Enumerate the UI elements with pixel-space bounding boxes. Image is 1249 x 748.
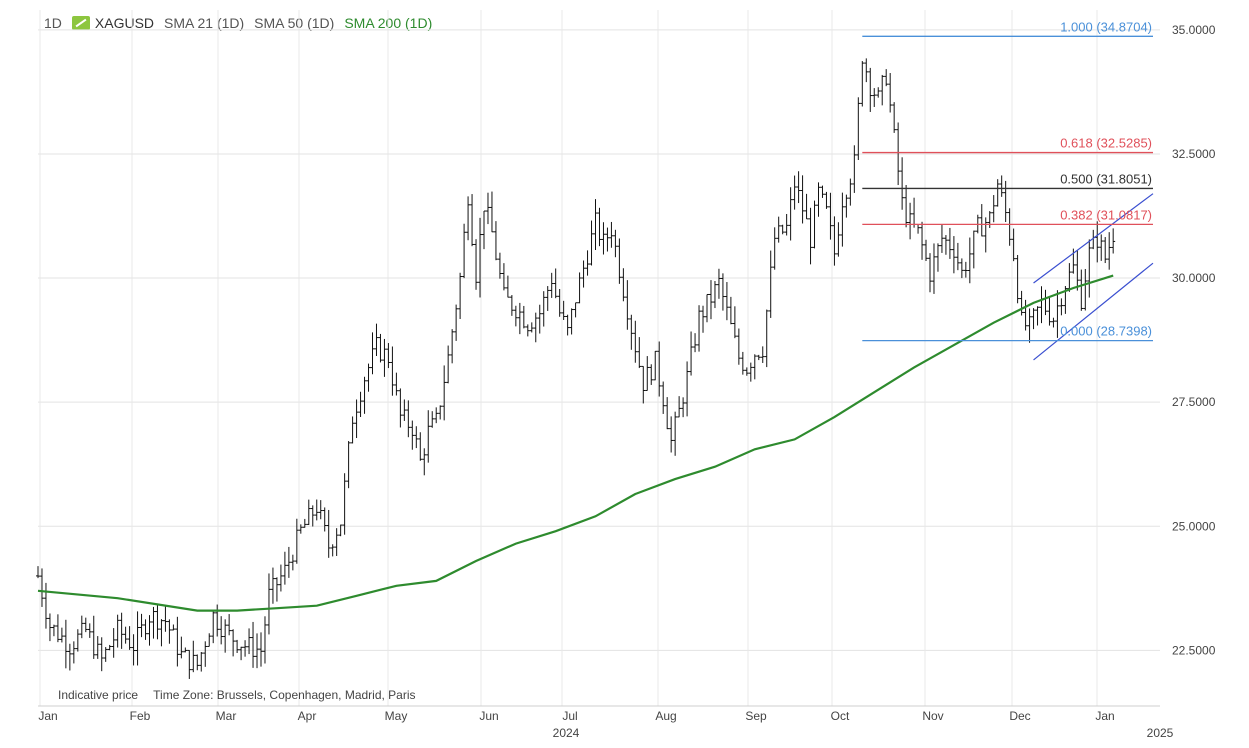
timezone-note: Time Zone: Brussels, Copenhagen, Madrid,… [153, 688, 416, 702]
fib-level-label: 0.000 (28.7398) [1060, 324, 1152, 339]
x-tick-label: Nov [922, 709, 943, 723]
fib-level-label: 0.618 (32.5285) [1060, 136, 1152, 151]
interval-label[interactable]: 1D [44, 15, 62, 31]
x-tick-label: Oct [831, 709, 850, 723]
sma-200-line [37, 274, 1114, 612]
y-tick-label: 32.5000 [1172, 147, 1216, 161]
channel-upper-line [1033, 193, 1154, 284]
y-tick-label: 25.0000 [1172, 519, 1216, 533]
x-tick-label: Mar [216, 709, 237, 723]
channel-lower-line [1033, 262, 1154, 361]
x-year-label: 2024 [553, 726, 580, 740]
x-tick-label: Sep [745, 709, 767, 723]
y-tick-label: 22.5000 [1172, 643, 1216, 657]
x-tick-label: Dec [1009, 709, 1030, 723]
x-tick-label: Apr [298, 709, 317, 723]
x-tick-label: Feb [130, 709, 151, 723]
y-tick-label: 30.0000 [1172, 271, 1216, 285]
silver-symbol-icon [71, 16, 90, 30]
symbol-label[interactable]: XAGUSD [94, 15, 155, 31]
x-tick-label: May [385, 709, 408, 723]
fib-level-label: 0.500 (31.8051) [1060, 171, 1152, 186]
fib-level-label: 0.382 (31.0817) [1060, 207, 1152, 222]
y-tick-label: 35.0000 [1172, 23, 1216, 37]
fib-level-label: 1.000 (34.8704) [1060, 19, 1152, 34]
indicator-sma21[interactable]: SMA 21 (1D) [164, 15, 245, 31]
chart-footnote: Indicative price Time Zone: Brussels, Co… [58, 688, 428, 702]
indicative-price-note: Indicative price [58, 688, 139, 702]
y-tick-label: 27.5000 [1172, 395, 1216, 409]
indicator-sma50[interactable]: SMA 50 (1D) [254, 15, 335, 31]
x-tick-label: Aug [655, 709, 676, 723]
x-year-label: 2025 [1147, 726, 1174, 740]
x-tick-label: Jan [1095, 709, 1114, 723]
x-tick-label: Jul [562, 709, 577, 723]
x-tick-label: Jun [479, 709, 498, 723]
x-tick-label: Jan [38, 709, 57, 723]
